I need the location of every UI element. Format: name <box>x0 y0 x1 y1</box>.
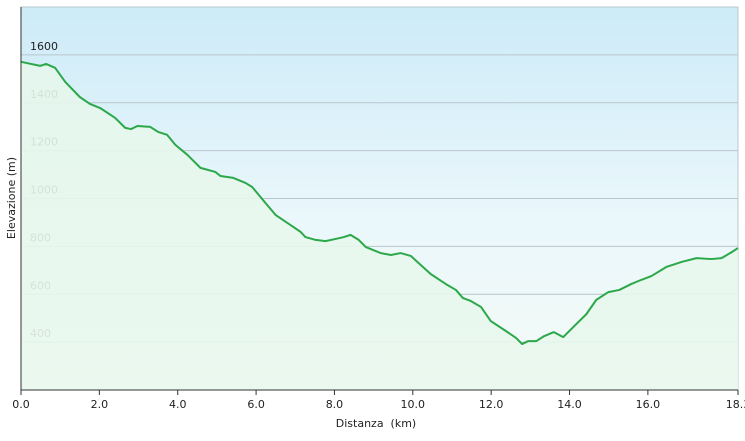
x-tick-label: 16.0 <box>636 398 661 411</box>
x-tick-label: 0.0 <box>12 398 30 411</box>
x-tick-label: 14.0 <box>557 398 582 411</box>
x-tick-label: 8.0 <box>326 398 344 411</box>
x-tick-label: 18.3 <box>726 398 745 411</box>
y-axis-label: Elevazione (m) <box>5 157 18 239</box>
elevation-line <box>20 60 739 346</box>
x-tick-label: 12.0 <box>479 398 504 411</box>
x-tick-label: 10.0 <box>401 398 426 411</box>
x-axis-label: Distanza (km) <box>336 417 416 430</box>
x-tick-label: 4.0 <box>169 398 187 411</box>
x-tick-label: 6.0 <box>247 398 265 411</box>
x-tick-label: 2.0 <box>91 398 109 411</box>
area-fill <box>21 61 738 391</box>
y-tick-label: 1600 <box>30 40 58 53</box>
